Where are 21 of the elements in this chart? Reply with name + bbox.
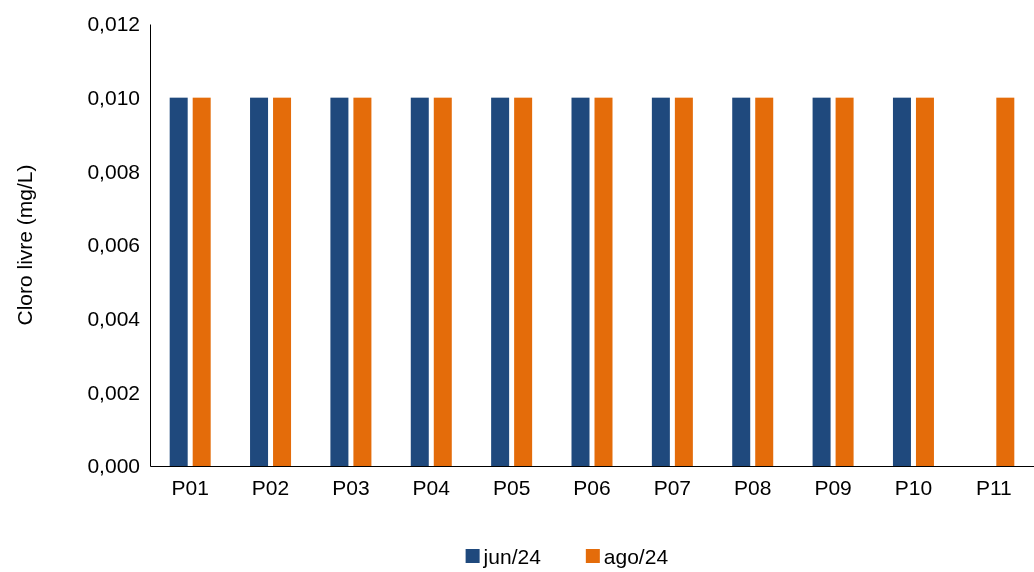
legend-label: jun/24 [482, 545, 542, 568]
x-tick-label: P10 [894, 475, 933, 499]
x-tick-label: P07 [653, 475, 692, 499]
x-tick-label: P01 [171, 475, 209, 499]
y-axis-title: Cloro livre (mg/L) [13, 164, 36, 326]
x-tick-label: P08 [734, 475, 772, 499]
y-tick-label: 0,004 [87, 306, 141, 330]
y-tick-label: 0,012 [87, 12, 140, 36]
x-tick-label: P05 [492, 475, 531, 499]
x-tick-label: P02 [251, 475, 290, 499]
y-tick-label: 0,008 [87, 159, 140, 183]
x-tick-label: P09 [814, 475, 852, 499]
y-tick-label: 0,006 [87, 233, 140, 257]
x-tick-label: P04 [412, 475, 451, 499]
y-tick-label: 0,002 [87, 380, 140, 404]
x-tick-label: P11 [975, 475, 1012, 499]
y-tick-label: 0,010 [87, 85, 140, 109]
x-tick-label: P03 [332, 475, 370, 499]
y-tick-label: 0,000 [87, 454, 140, 478]
x-tick-label: P06 [573, 475, 611, 499]
legend-label: ago/24 [603, 545, 669, 568]
